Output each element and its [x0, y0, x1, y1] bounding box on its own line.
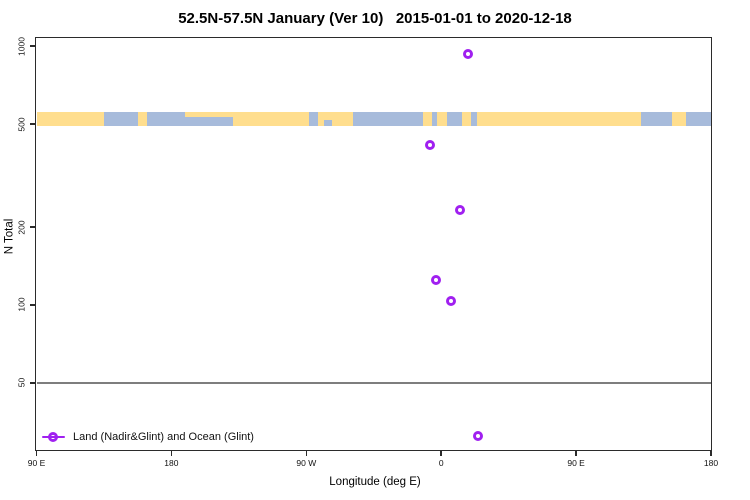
- plot-area: Land (Nadir&Glint) and Ocean (Glint): [36, 38, 712, 450]
- legend-label: Land (Nadir&Glint) and Ocean (Glint): [73, 431, 254, 443]
- band-segment-ocean: [432, 112, 437, 126]
- x-axis-tick: [170, 450, 173, 456]
- band-segment-land: [672, 112, 686, 126]
- band-segment-ocean: [103, 112, 139, 126]
- y-axis-tick: [30, 45, 36, 47]
- x-axis-tick: [710, 450, 712, 456]
- y-axis-tick: [30, 123, 36, 125]
- x-axis-tick-label: 180: [703, 458, 719, 468]
- band-segment-ocean: [640, 112, 673, 126]
- y-axis-tick-label: 500: [16, 116, 27, 132]
- band-segment-ocean: [352, 112, 424, 126]
- y-axis-tick-label: 1000: [16, 36, 27, 56]
- band-segment-land: [436, 112, 448, 126]
- band-segment-land: [477, 112, 641, 126]
- reference-line-50: [36, 381, 711, 384]
- chart-title: 52.5N-57.5N January (Ver 10) 2015-01-01 …: [178, 10, 572, 27]
- y-axis-tick-label: 200: [16, 219, 27, 235]
- data-point[interactable]: [462, 48, 473, 59]
- data-point[interactable]: [455, 205, 466, 216]
- data-point[interactable]: [446, 296, 457, 307]
- band-segment-land: [36, 112, 104, 126]
- band-segment-land: [138, 112, 148, 126]
- band-segment-ocean: [447, 112, 463, 126]
- band-segment-ocean: [471, 112, 478, 126]
- band-segment-land: [462, 112, 472, 126]
- data-point[interactable]: [430, 275, 441, 286]
- x-axis-tick: [575, 450, 577, 456]
- band-segment-ocean: [309, 112, 319, 126]
- y-axis-tick-label: 100: [16, 297, 27, 312]
- y-axis-tick: [30, 382, 36, 384]
- x-axis-tick-label: 90 E: [27, 458, 46, 468]
- x-axis-tick: [440, 450, 442, 456]
- legend-marker-circle-icon: [47, 431, 58, 442]
- band-overlay-ocean: [324, 119, 332, 126]
- y-axis-tick: [30, 226, 36, 228]
- x-axis-tick-label: 90 E: [567, 458, 585, 468]
- band-segment-land: [423, 112, 433, 126]
- x-axis-tick: [305, 450, 308, 456]
- data-point[interactable]: [473, 431, 484, 442]
- band-overlay-ocean: [394, 119, 403, 126]
- y-axis-tick-label: 50: [16, 378, 27, 388]
- x-axis-tick-label: 180: [164, 458, 179, 468]
- y-axis-tick: [30, 304, 36, 306]
- plot-border: [35, 36, 712, 451]
- x-axis-tick-label: 0: [438, 458, 444, 468]
- x-axis-tick: [35, 450, 38, 456]
- band-overlay-land: [184, 112, 233, 117]
- surface-band: [36, 112, 712, 126]
- band-segment-land: [232, 112, 310, 126]
- x-axis-tick-label: 90 W: [296, 458, 317, 468]
- band-segment-ocean: [685, 112, 711, 126]
- data-point[interactable]: [424, 139, 435, 150]
- y-axis-title: N Total: [3, 218, 16, 255]
- x-axis-title: Longitude (deg E): [329, 476, 421, 488]
